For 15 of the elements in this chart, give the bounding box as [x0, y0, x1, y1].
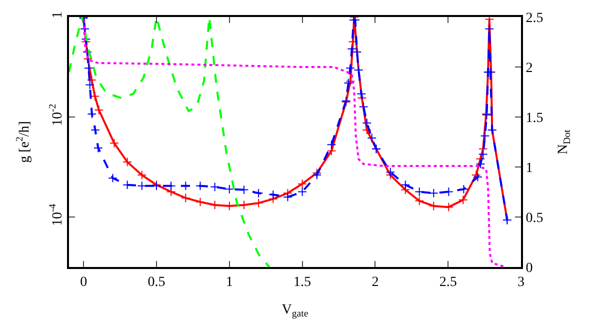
x-tick-label: 0 [80, 274, 88, 290]
x-tick-label: 2 [372, 274, 379, 290]
y-tick-label: 1 [50, 11, 66, 18]
x-tick-label: 3 [518, 274, 524, 290]
x-axis-title: V$_{gate}$ [282, 302, 309, 320]
y2-tick-label: 0 [526, 260, 533, 276]
x-tick-label: 0.5 [148, 274, 166, 290]
y2-tick-label: 1.5 [526, 110, 544, 126]
y2-tick-label: 2.5 [526, 10, 544, 26]
x-tick-label: 1 [226, 274, 233, 290]
y2-tick-label: 2 [526, 60, 533, 76]
y2-tick-label: 0.5 [526, 210, 544, 226]
x-tick-label: 2.5 [439, 274, 457, 290]
x-tick-label: 1.5 [294, 274, 312, 290]
y2-tick-label: 1 [526, 160, 533, 176]
